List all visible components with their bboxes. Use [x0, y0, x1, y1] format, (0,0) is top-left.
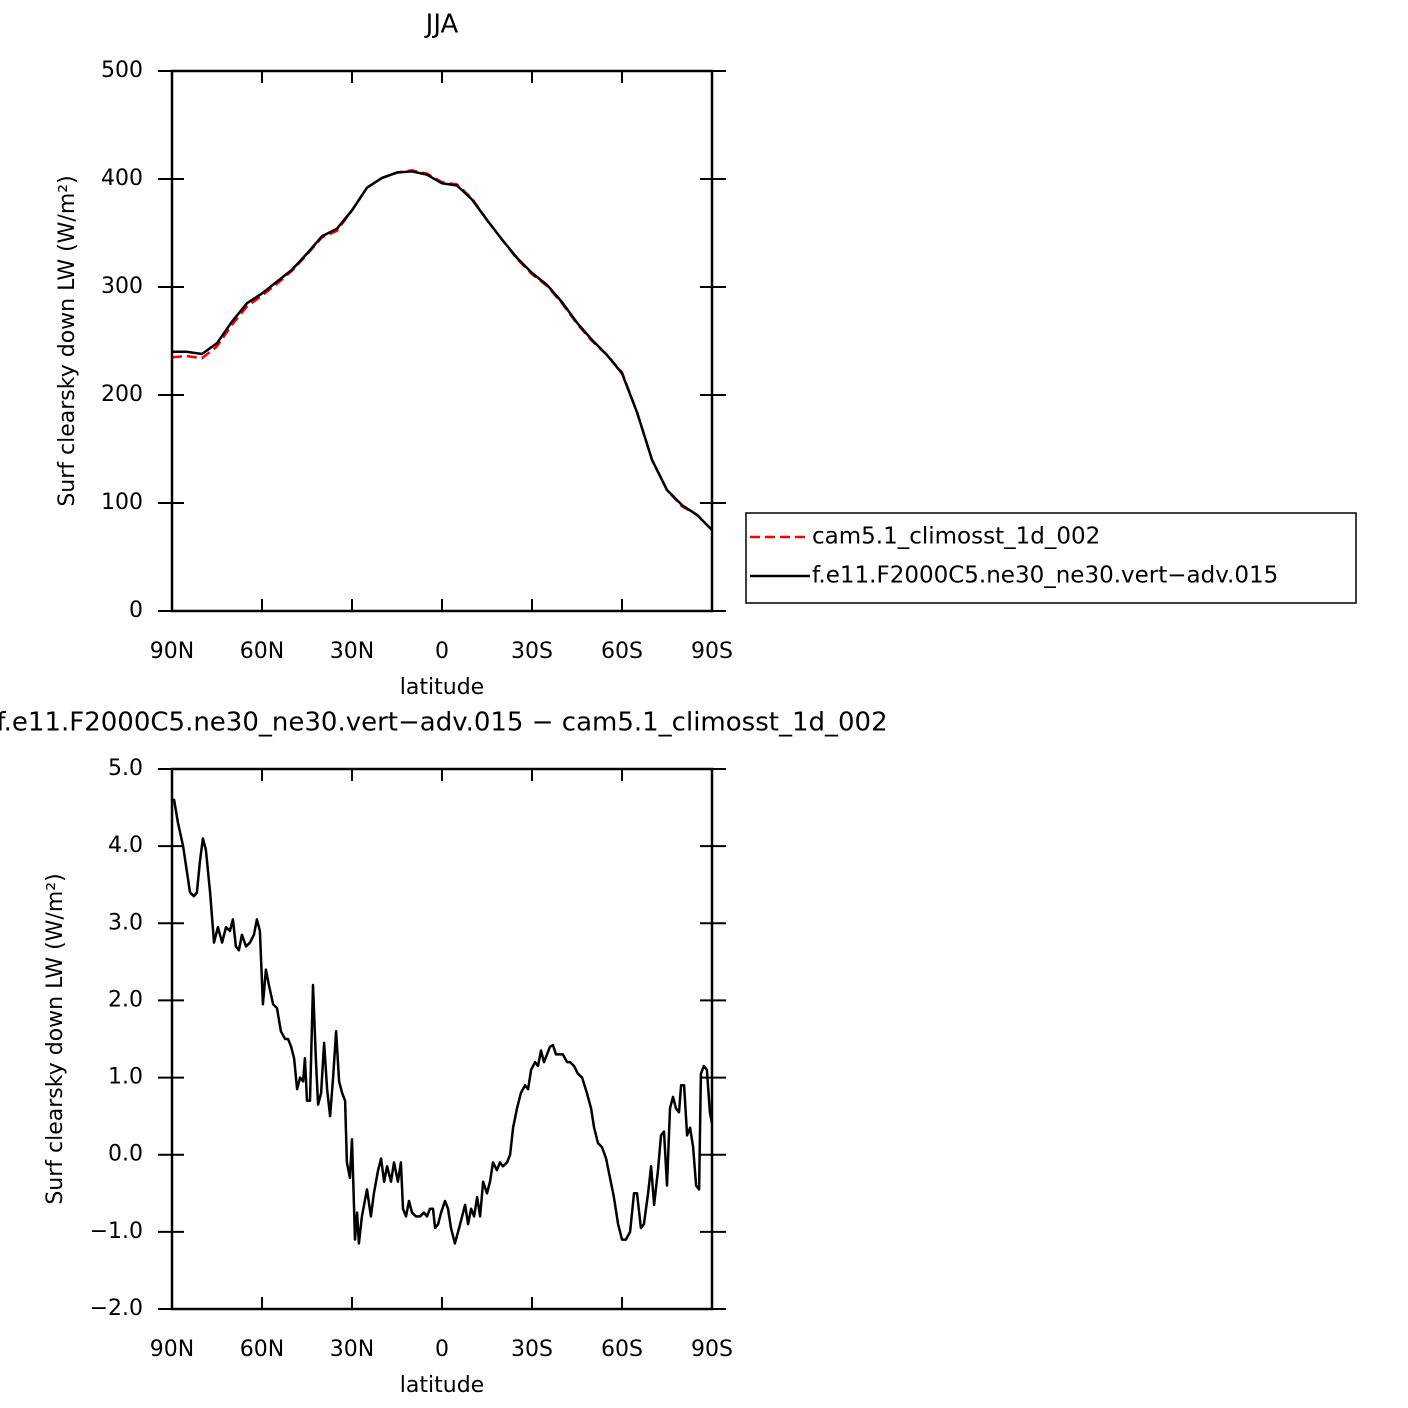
x-tick-label: 30S [511, 639, 553, 664]
legend-box [745, 512, 1357, 604]
x-tick-label: 60N [240, 1337, 284, 1362]
y-tick-label: −1.0 [90, 1219, 143, 1244]
y-tick-label: 300 [101, 274, 143, 299]
y-tick-label: 400 [101, 166, 143, 191]
x-tick-label: 90S [691, 639, 733, 664]
y-axis-label: Surf clearsky down LW (W/m²) [43, 873, 68, 1204]
y-tick-label: 200 [101, 382, 143, 407]
y-tick-label: 0 [129, 598, 143, 623]
x-tick-label: 30N [330, 1337, 374, 1362]
y-tick-label: 0.0 [108, 1142, 143, 1167]
y-tick-label: 500 [101, 58, 143, 83]
data-line [172, 170, 713, 531]
x-axis-label: latitude [400, 1373, 484, 1398]
x-axis-label: latitude [400, 675, 484, 700]
data-line [171, 169, 713, 531]
legend-label: cam5.1_climosst_1d_002 [812, 524, 1100, 550]
y-axis-label: Surf clearsky down LW (W/m²) [55, 175, 80, 506]
data-line [172, 798, 714, 1245]
x-tick-label: 90S [691, 1337, 733, 1362]
x-tick-label: 0 [435, 639, 449, 664]
x-tick-label: 60S [601, 1337, 643, 1362]
x-tick-label: 60N [240, 639, 284, 664]
y-tick-label: 3.0 [108, 910, 143, 935]
y-tick-label: −2.0 [90, 1296, 143, 1321]
chart-title: f.e11.F2000C5.ne30_ne30.vert−adv.015 − c… [0, 708, 888, 738]
plot-frame [170, 767, 714, 1311]
y-tick-label: 5.0 [108, 756, 143, 781]
y-tick-label: 1.0 [108, 1065, 143, 1090]
x-tick-label: 30S [511, 1337, 553, 1362]
chart-title: JJA [424, 10, 459, 40]
legend-label: f.e11.F2000C5.ne30_ne30.vert−adv.015 [812, 563, 1278, 589]
x-tick-label: 30N [330, 639, 374, 664]
y-tick-label: 2.0 [108, 987, 143, 1012]
plot-frame [170, 69, 714, 613]
x-tick-label: 90N [150, 639, 194, 664]
y-tick-label: 4.0 [108, 833, 143, 858]
x-tick-label: 90N [150, 1337, 194, 1362]
x-tick-label: 60S [601, 639, 643, 664]
x-tick-label: 0 [435, 1337, 449, 1362]
y-tick-label: 100 [101, 490, 143, 515]
